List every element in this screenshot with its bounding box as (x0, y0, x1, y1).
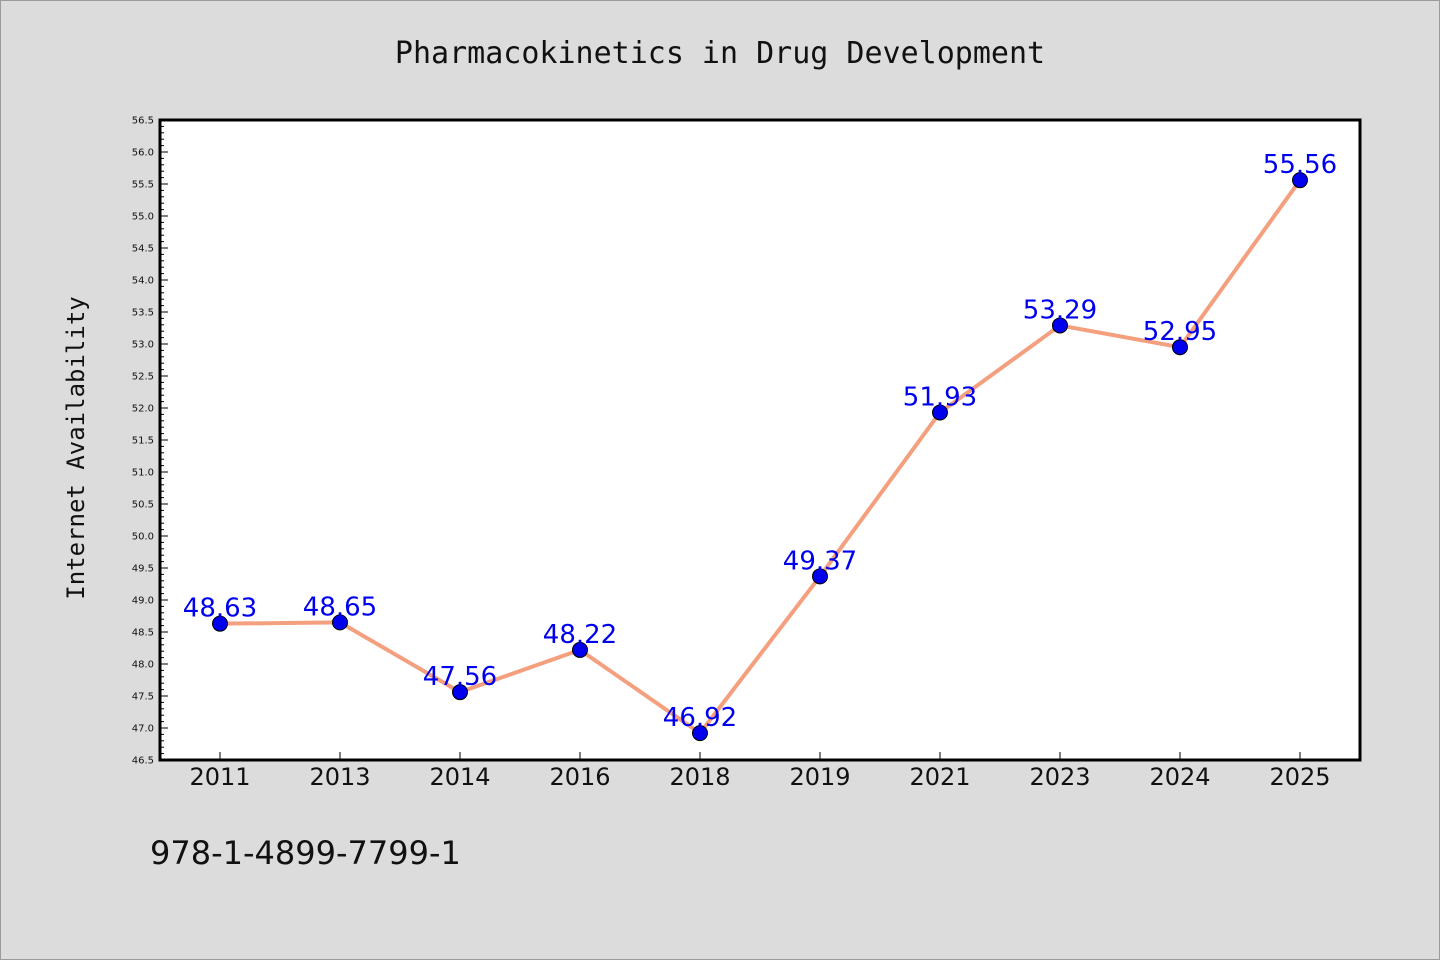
x-tick-label: 2023 (1029, 763, 1090, 791)
data-label: 55.56 (1263, 150, 1337, 180)
y-tick-label: 54.5 (132, 244, 154, 255)
y-tick-label: 52.5 (132, 372, 154, 383)
series-line-path (218, 178, 1302, 736)
y-tick-label: 49.5 (132, 564, 154, 575)
data-label: 49.37 (783, 546, 857, 576)
x-tick-label: 2011 (189, 763, 250, 791)
data-point-marker (1292, 172, 1308, 189)
data-point-marker (572, 641, 588, 658)
y-tick-label: 51.0 (132, 468, 154, 479)
data-point-marker (452, 684, 468, 701)
x-tick-label: 2016 (549, 763, 610, 791)
y-tick-label: 50.0 (132, 532, 154, 543)
data-point-marker (692, 725, 708, 742)
y-axis-ticks: 46.5 47.0 47.5 48.0 48.5 49.0 49.5 50.0 50.5 51.0… (132, 116, 168, 767)
y-tick-label: 48.0 (132, 660, 154, 671)
data-point-marker (932, 404, 948, 421)
isbn-text: 978-1-4899-7799-1 (150, 834, 461, 872)
data-label: 51.93 (903, 382, 977, 412)
data-labels: 48.63 48.65 47.56 48.22 46.92 49.37 51.93 53.29… (183, 150, 1337, 733)
plot-area (158, 118, 1362, 762)
series-line (218, 178, 1302, 736)
data-point-marker (812, 568, 828, 585)
y-tick-label: 49.0 (132, 596, 154, 607)
data-point-marker (1172, 339, 1188, 356)
y-tick-label: 55.0 (132, 212, 154, 223)
y-tick-label: 56.5 (132, 116, 154, 127)
x-axis-ticks: 2011 2013 2014 2016 2018 2019 2021 2023 2024 2025 (189, 752, 1331, 791)
chart-title: Pharmacokinetics in Drug Development (395, 36, 1045, 71)
data-point-marker (332, 614, 348, 631)
y-tick-label: 53.0 (132, 340, 154, 351)
y-tick-label: 53.5 (132, 308, 154, 319)
data-point-marker (212, 615, 228, 632)
x-tick-label: 2021 (909, 763, 970, 791)
x-tick-label: 2013 (309, 763, 370, 791)
data-label: 53.29 (1023, 295, 1097, 325)
data-label: 46.92 (663, 703, 737, 733)
x-tick-label: 2024 (1149, 763, 1210, 791)
data-label: 52.95 (1143, 317, 1217, 347)
y-tick-label: 47.5 (132, 692, 154, 703)
data-label: 48.65 (303, 592, 377, 622)
series-markers (212, 172, 1308, 742)
y-tick-label: 54.0 (132, 276, 154, 287)
data-point-marker (1052, 317, 1068, 334)
data-label: 48.22 (543, 620, 617, 650)
y-tick-label: 48.5 (132, 628, 154, 639)
y-tick-label: 46.5 (132, 756, 154, 767)
y-tick-label: 51.5 (132, 436, 154, 447)
y-tick-label: 55.5 (132, 180, 154, 191)
y-axis-label: Internet Availability (62, 296, 90, 599)
x-tick-label: 2014 (429, 763, 490, 791)
x-tick-label: 2018 (669, 763, 730, 791)
data-label: 47.56 (423, 662, 497, 692)
y-tick-label: 47.0 (132, 724, 154, 735)
data-label: 48.63 (183, 594, 257, 624)
x-tick-label: 2025 (1269, 763, 1330, 791)
x-tick-label: 2019 (789, 763, 850, 791)
y-tick-label: 50.5 (132, 500, 154, 511)
y-tick-label: 56.0 (132, 148, 154, 159)
y-tick-label: 52.0 (132, 404, 154, 415)
